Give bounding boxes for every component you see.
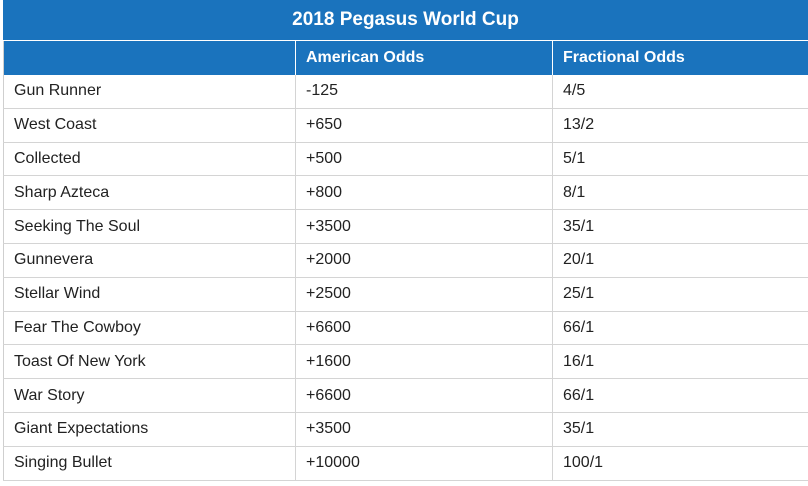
american-odds: -125 [295, 74, 553, 109]
table-title: 2018 Pegasus World Cup [3, 0, 808, 40]
table-row: Toast Of New York +1600 16/1 [3, 344, 808, 380]
american-odds: +800 [295, 175, 553, 211]
horse-name: War Story [3, 378, 296, 413]
table-row: Singing Bullet +10000 100/1 [3, 446, 808, 481]
horse-name: Stellar Wind [3, 277, 296, 312]
horse-name: Seeking The Soul [3, 209, 296, 244]
american-odds: +3500 [295, 412, 553, 447]
fractional-odds: 13/2 [552, 108, 808, 143]
horse-name: Gun Runner [3, 74, 296, 109]
table-body: Gun Runner -125 4/5 West Coast +650 13/2… [3, 74, 808, 481]
horse-name: Sharp Azteca [3, 175, 296, 211]
american-odds: +650 [295, 108, 553, 143]
table-row: War Story +6600 66/1 [3, 378, 808, 413]
american-odds: +10000 [295, 446, 553, 481]
american-odds: +1600 [295, 344, 553, 380]
american-odds: +2000 [295, 243, 553, 278]
horse-name: West Coast [3, 108, 296, 143]
fractional-odds: 35/1 [552, 209, 808, 244]
fractional-odds: 35/1 [552, 412, 808, 447]
table-row: Sharp Azteca +800 8/1 [3, 175, 808, 211]
horse-name: Fear The Cowboy [3, 311, 296, 346]
american-odds: +2500 [295, 277, 553, 312]
table-row: Stellar Wind +2500 25/1 [3, 277, 808, 312]
table-row: Gun Runner -125 4/5 [3, 74, 808, 109]
american-odds: +3500 [295, 209, 553, 244]
fractional-odds: 66/1 [552, 311, 808, 346]
fractional-odds: 100/1 [552, 446, 808, 481]
odds-grid: American Odds Fractional Odds Gun Runner… [3, 40, 808, 481]
table-row: Gunnevera +2000 20/1 [3, 243, 808, 278]
horse-name: Toast Of New York [3, 344, 296, 380]
horse-name: Giant Expectations [3, 412, 296, 447]
american-odds: +6600 [295, 311, 553, 346]
american-odds: +500 [295, 142, 553, 177]
american-odds: +6600 [295, 378, 553, 413]
horse-name: Collected [3, 142, 296, 177]
table-row: Collected +500 5/1 [3, 142, 808, 177]
odds-table: 2018 Pegasus World Cup American Odds Fra… [3, 0, 808, 486]
header-american-odds: American Odds [295, 40, 553, 75]
fractional-odds: 66/1 [552, 378, 808, 413]
table-row: Fear The Cowboy +6600 66/1 [3, 311, 808, 346]
horse-name: Singing Bullet [3, 446, 296, 481]
fractional-odds: 8/1 [552, 175, 808, 211]
table-row: West Coast +650 13/2 [3, 108, 808, 143]
header-fractional-odds: Fractional Odds [552, 40, 808, 75]
fractional-odds: 5/1 [552, 142, 808, 177]
fractional-odds: 25/1 [552, 277, 808, 312]
fractional-odds: 20/1 [552, 243, 808, 278]
header-horse [3, 40, 296, 75]
horse-name: Gunnevera [3, 243, 296, 278]
header-row: American Odds Fractional Odds [3, 40, 808, 75]
fractional-odds: 16/1 [552, 344, 808, 380]
table-row: Giant Expectations +3500 35/1 [3, 412, 808, 447]
table-row: Seeking The Soul +3500 35/1 [3, 209, 808, 244]
fractional-odds: 4/5 [552, 74, 808, 109]
